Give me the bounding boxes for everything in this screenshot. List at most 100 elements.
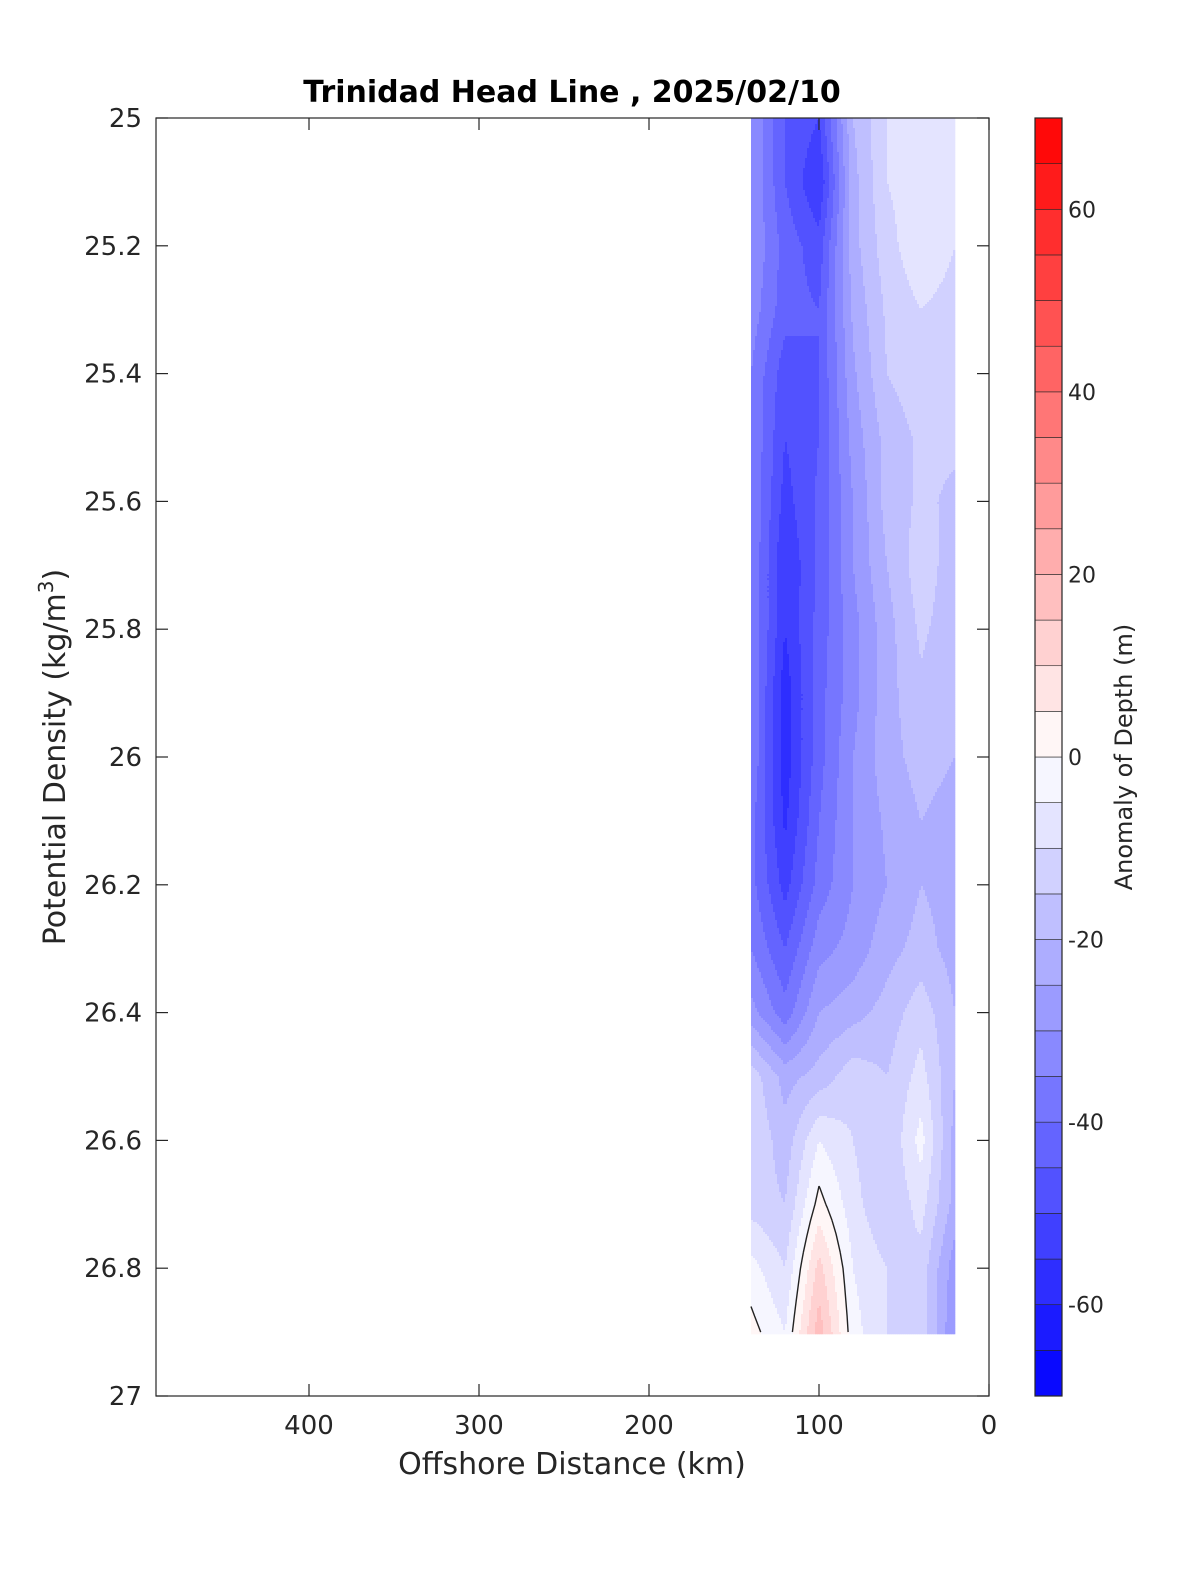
contour-cell bbox=[861, 136, 863, 138]
contour-cell bbox=[777, 136, 779, 138]
contour-cell bbox=[839, 148, 841, 150]
contour-cell bbox=[933, 138, 935, 140]
contour-cell bbox=[809, 124, 811, 126]
contour-cell bbox=[945, 152, 947, 154]
contour-cell bbox=[783, 134, 785, 136]
contour-cell bbox=[923, 130, 925, 132]
contour-cell bbox=[831, 124, 833, 126]
contour-cell bbox=[769, 134, 771, 136]
contour-cell bbox=[931, 148, 933, 150]
contour-cell bbox=[905, 154, 907, 156]
contour-cell bbox=[825, 130, 827, 132]
contour-cell bbox=[923, 128, 925, 130]
contour-cell bbox=[935, 144, 937, 146]
contour-cell bbox=[825, 156, 827, 158]
contour-cell bbox=[863, 158, 865, 160]
contour-cell bbox=[887, 148, 889, 150]
contour-cell bbox=[765, 120, 767, 122]
contour-cell bbox=[935, 150, 937, 152]
contour-cell bbox=[881, 150, 883, 152]
contour-cell bbox=[877, 150, 879, 152]
contour-cell bbox=[793, 156, 795, 158]
contour-cell bbox=[843, 158, 845, 160]
contour-cell bbox=[787, 152, 789, 154]
contour-cell bbox=[953, 122, 955, 124]
contour-cell bbox=[879, 132, 881, 134]
contour-cell bbox=[833, 142, 835, 144]
contour-cell bbox=[881, 146, 883, 148]
contour-cell bbox=[811, 148, 813, 150]
contour-cell bbox=[825, 140, 827, 142]
contour-cell bbox=[849, 132, 851, 134]
contour-cell bbox=[755, 158, 757, 160]
contour-cell bbox=[855, 156, 857, 158]
contour-cell bbox=[903, 152, 905, 154]
contour-cell bbox=[895, 158, 897, 160]
contour-cell bbox=[819, 156, 821, 158]
contour-cell bbox=[871, 128, 873, 130]
contour-cell bbox=[861, 122, 863, 124]
contour-cell bbox=[881, 122, 883, 124]
contour-cell bbox=[901, 136, 903, 138]
contour-cell bbox=[849, 146, 851, 148]
contour-cell bbox=[925, 140, 927, 142]
contour-cell bbox=[791, 150, 793, 152]
contour-cell bbox=[775, 144, 777, 146]
contour-cell bbox=[927, 146, 929, 148]
contour-cell bbox=[755, 136, 757, 138]
contour-cell bbox=[841, 156, 843, 158]
contour-cell bbox=[859, 154, 861, 156]
contour-cell bbox=[837, 126, 839, 128]
contour-cell bbox=[907, 148, 909, 150]
contour-cell bbox=[825, 120, 827, 122]
contour-cell bbox=[807, 158, 809, 160]
contour-cell bbox=[947, 146, 949, 148]
contour-cell bbox=[923, 148, 925, 150]
contour-cell bbox=[785, 126, 787, 128]
contour-cell bbox=[777, 146, 779, 148]
contour-cell bbox=[913, 126, 915, 128]
contour-cell bbox=[835, 132, 837, 134]
contour-cell bbox=[951, 152, 953, 154]
contour-cell bbox=[883, 140, 885, 142]
contour-cell bbox=[901, 148, 903, 150]
contour-cell bbox=[803, 128, 805, 130]
contour-cell bbox=[755, 144, 757, 146]
contour-cell bbox=[877, 128, 879, 130]
contour-cell bbox=[751, 138, 753, 140]
contour-cell bbox=[919, 152, 921, 154]
contour-cell bbox=[909, 122, 911, 124]
contour-cell bbox=[931, 154, 933, 156]
contour-cell bbox=[891, 158, 893, 160]
contour-cell bbox=[779, 122, 781, 124]
contour-cell bbox=[851, 130, 853, 132]
contour-cell bbox=[843, 154, 845, 156]
contour-cell bbox=[845, 122, 847, 124]
contour-cell bbox=[771, 124, 773, 126]
contour-cell bbox=[849, 134, 851, 136]
contour-cell bbox=[875, 138, 877, 140]
contour-cell bbox=[811, 158, 813, 160]
contour-cell bbox=[937, 120, 939, 122]
contour-cell bbox=[851, 154, 853, 156]
contour-cell bbox=[857, 136, 859, 138]
contour-cell bbox=[935, 120, 937, 122]
contour-cell bbox=[947, 128, 949, 130]
contour-cell bbox=[843, 124, 845, 126]
contour-cell bbox=[899, 142, 901, 144]
contour-cell bbox=[913, 136, 915, 138]
contour-cell bbox=[857, 124, 859, 126]
contour-cell bbox=[891, 148, 893, 150]
contour-cell bbox=[899, 120, 901, 122]
contour-cell bbox=[825, 146, 827, 148]
contour-cell bbox=[931, 126, 933, 128]
contour-cell bbox=[829, 130, 831, 132]
contour-cell bbox=[897, 152, 899, 154]
contour-cell bbox=[869, 156, 871, 158]
contour-cell bbox=[919, 120, 921, 122]
contour-cell bbox=[879, 154, 881, 156]
contour-cell bbox=[757, 134, 759, 136]
contour-cell bbox=[813, 134, 815, 136]
contour-cell bbox=[941, 156, 943, 158]
contour-cell bbox=[853, 158, 855, 160]
